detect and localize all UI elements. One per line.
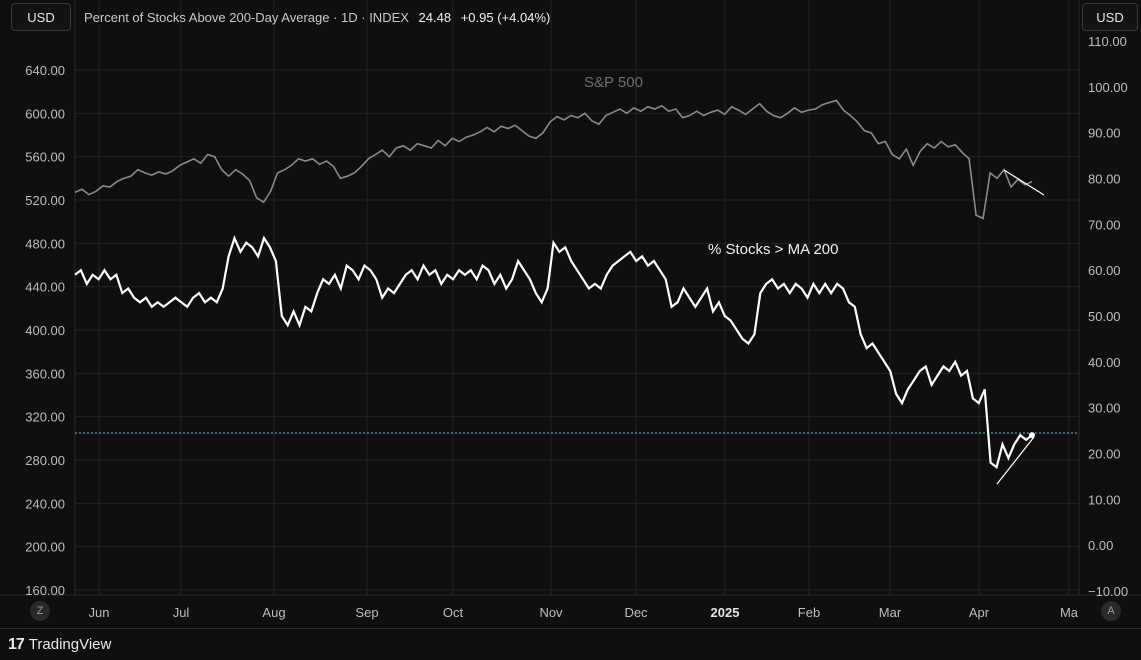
left-tick-label: 560.00 (25, 150, 65, 165)
horizontal-grid (75, 69, 1079, 591)
right-tick-label: 50.00 (1088, 309, 1121, 324)
left-tick-label: 600.00 (25, 106, 65, 121)
x-tick-label: Jun (89, 605, 110, 620)
chart-header: Percent of Stocks Above 200-Day Average … (84, 10, 550, 25)
last-value: 24.48 (418, 10, 452, 25)
tradingview-logo[interactable]: 17 TradingView (8, 636, 111, 654)
currency-right-button[interactable]: USD (1082, 3, 1138, 31)
x-tick-label: 2025 (711, 605, 740, 620)
right-tick-label: 90.00 (1088, 126, 1121, 141)
x-tick-label: Nov (539, 605, 563, 620)
x-tick-label: Jul (173, 605, 190, 620)
right-tick-label: 60.00 (1088, 263, 1121, 278)
left-axis-ticks: 640.00 600.00 560.00 520.00 480.00 440.00 400.… (25, 63, 65, 598)
change-value: +0.95 (+4.04%) (460, 10, 551, 25)
right-tick-label: 110.00 (1088, 34, 1127, 49)
left-tick-label: 440.00 (25, 280, 65, 295)
trendline-pct (996, 436, 1035, 485)
left-tick-label: 480.00 (25, 236, 65, 251)
x-axis-ticks: Jun Jul Aug Sep Oct Nov Dec 2025 Feb Mar Apr Ma (89, 605, 1079, 620)
left-tick-label: 200.00 (25, 540, 65, 555)
x-tick-label: Apr (969, 605, 990, 620)
vertical-grid (98, 0, 1070, 595)
brand-name: TradingView (28, 636, 112, 653)
left-tick-label: 400.00 (25, 323, 65, 338)
left-tick-label: 280.00 (25, 453, 65, 468)
right-tick-label: 30.00 (1088, 401, 1121, 416)
right-tick-label: −10.00 (1088, 584, 1128, 599)
auto-scale-button[interactable]: A (1101, 601, 1121, 621)
right-tick-label: 70.00 (1088, 217, 1121, 232)
series-line-spx (74, 99, 1033, 220)
right-tick-label: 80.00 (1088, 172, 1121, 187)
right-tick-label: 0.00 (1088, 538, 1113, 553)
tradingview-mark-icon: 17 (8, 635, 25, 653)
symbol-title: Percent of Stocks Above 200-Day Average … (84, 10, 409, 25)
left-tick-label: 640.00 (25, 63, 65, 78)
left-tick-label: 520.00 (25, 193, 65, 208)
left-tick-label: 320.00 (25, 410, 65, 425)
zoom-button[interactable]: Z (30, 601, 50, 621)
left-tick-label: 160.00 (25, 583, 65, 598)
last-value-dot (1029, 432, 1035, 439)
footer: 17 TradingView (0, 628, 1141, 660)
right-tick-label: 10.00 (1088, 492, 1121, 507)
right-tick-label: 100.00 (1088, 80, 1128, 95)
left-tick-label: 240.00 (25, 496, 65, 511)
x-tick-label: Mar (879, 605, 902, 620)
right-tick-label: 40.00 (1088, 355, 1121, 370)
x-tick-label: Feb (798, 605, 820, 620)
right-axis-ticks: 110.00 100.00 90.00 80.00 70.00 60.00 50.00 40.… (1088, 34, 1128, 599)
currency-left-button[interactable]: USD (11, 3, 71, 31)
x-tick-label: Aug (262, 605, 285, 620)
right-tick-label: 20.00 (1088, 447, 1121, 462)
x-tick-label: Oct (443, 605, 464, 620)
x-tick-label: Sep (355, 605, 378, 620)
annotation-spx: S&P 500 (584, 74, 643, 91)
left-tick-label: 360.00 (25, 366, 65, 381)
trendline-spx (1003, 169, 1045, 196)
x-tick-label: Dec (624, 605, 648, 620)
annotation-pct: % Stocks > MA 200 (708, 241, 838, 258)
series-line-pct (74, 234, 1033, 470)
x-tick-label: Ma (1060, 605, 1079, 620)
